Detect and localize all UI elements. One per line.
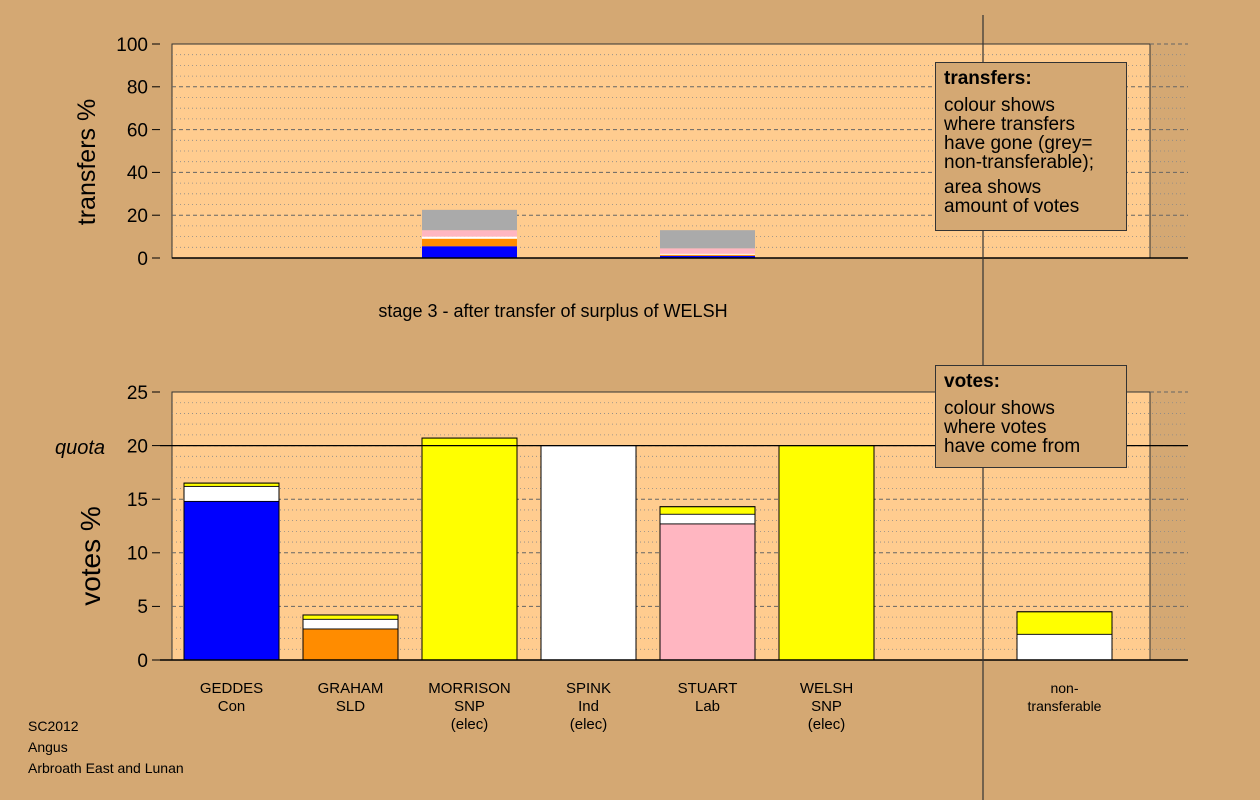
candidate-label: Lab (695, 698, 720, 715)
votes-legend: votes: colour shows where votes have com… (935, 365, 1127, 468)
bar-segment (183, 500, 280, 661)
candidate-label: GEDDES (200, 680, 263, 697)
bar-segment (660, 253, 755, 255)
y-tick-label: 20 (127, 436, 148, 457)
bar-segment (421, 437, 518, 661)
bar-segment (540, 445, 637, 661)
candidate-labels: GEDDESConGRAHAMSLDMORRISONSNP(elec)SPINK… (200, 680, 1102, 733)
bar-segment (302, 614, 399, 620)
candidate-label: Con (218, 698, 246, 715)
transfers-legend-line: have gone (grey= (944, 133, 1093, 154)
bar-segment (660, 254, 755, 256)
transfers-legend-line: where transfers (944, 114, 1075, 135)
bar-segment (302, 618, 399, 630)
bar-segment (659, 513, 756, 525)
y-tick-label: 10 (127, 544, 148, 565)
candidate-label: (elec) (451, 716, 489, 733)
votes-legend-line: have come from (944, 436, 1081, 457)
candidate-label: (elec) (570, 716, 608, 733)
candidate-label: SPINK (566, 680, 611, 697)
y-tick-label: 15 (127, 490, 148, 511)
candidate-label: non- (1050, 680, 1078, 696)
bar-segment (660, 248, 755, 254)
transfers-legend-line: area shows (944, 177, 1042, 198)
candidate-label: SLD (336, 698, 365, 715)
footer: SC2012 Angus Arbroath East and Lunan (28, 716, 184, 779)
bar-segment (659, 523, 756, 661)
y-tick-label: 5 (137, 597, 148, 618)
bar-segment (422, 238, 517, 247)
y-tick-label: 40 (127, 163, 148, 184)
bar-segment (1016, 611, 1113, 635)
bar-segment (422, 230, 517, 237)
bar-segment (1016, 633, 1113, 661)
bar-segment (660, 255, 755, 258)
footer-ward: Arbroath East and Lunan (28, 760, 184, 776)
candidate-label: (elec) (808, 716, 846, 733)
votes-y-axis-label: votes % (75, 506, 106, 606)
transfers-bars (422, 209, 755, 258)
candidate-label: Ind (578, 698, 599, 715)
bar-segment (778, 445, 875, 661)
bar-segment (422, 209, 517, 231)
candidate-label: SNP (811, 698, 842, 715)
y-tick-label: 100 (116, 35, 148, 56)
y-tick-label: 60 (127, 120, 148, 141)
y-tick-label: 80 (127, 78, 148, 99)
transfers-legend-line: non-transferable); (944, 152, 1094, 173)
transfers-legend-line: colour shows (944, 95, 1055, 116)
y-tick-label: 0 (137, 651, 148, 672)
bar-segment (183, 485, 280, 502)
candidate-label: transferable (1028, 698, 1102, 714)
y-tick-label: 0 (137, 249, 148, 270)
transfers-legend-line: amount of votes (944, 196, 1080, 217)
votes-y-ticks: 0 5 10 15 20 25 (127, 383, 160, 672)
votes-legend-title: votes: (944, 371, 1000, 392)
candidate-label: STUART (678, 680, 738, 697)
y-tick-label: 25 (127, 383, 148, 404)
transfers-y-ticks: 0 20 40 60 80 100 (116, 35, 160, 270)
candidate-label: MORRISON (428, 680, 511, 697)
y-tick-label: 20 (127, 206, 148, 227)
footer-council: Angus (28, 739, 68, 755)
bar-segment (422, 246, 517, 258)
quota-label: quota (55, 437, 105, 459)
bar-segment (660, 230, 755, 249)
bar-segment (302, 628, 399, 661)
candidate-label: WELSH (800, 680, 853, 697)
transfers-legend-title: transfers: (944, 68, 1032, 89)
bar-segment (659, 506, 756, 515)
votes-legend-line: where votes (944, 417, 1047, 438)
footer-election: SC2012 (28, 718, 79, 734)
bar-segment (422, 236, 517, 239)
votes-legend-line: colour shows (944, 398, 1055, 419)
transfers-y-axis-label: transfers % (73, 99, 101, 225)
candidate-label: GRAHAM (318, 680, 384, 697)
transfers-legend: transfers: colour shows where transfers … (935, 62, 1127, 231)
votes-bars (183, 437, 1113, 661)
stage-caption: stage 3 - after transfer of surplus of W… (378, 301, 727, 321)
candidate-label: SNP (454, 698, 485, 715)
